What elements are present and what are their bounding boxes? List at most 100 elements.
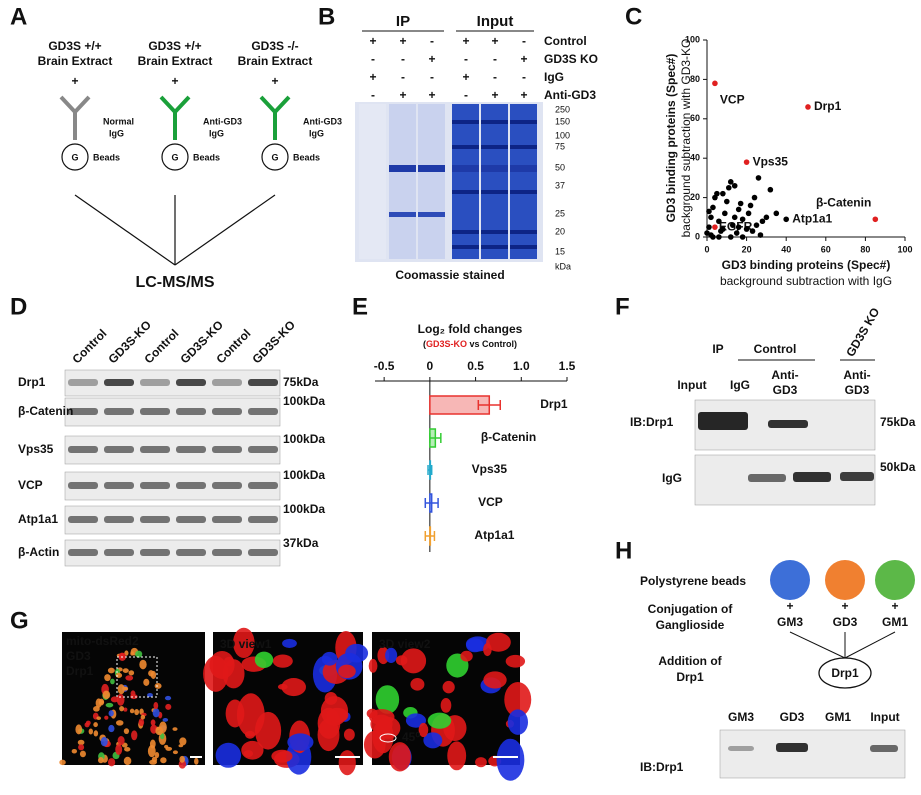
- signal: [179, 755, 185, 763]
- bead: [261, 143, 289, 171]
- signal: [241, 740, 264, 760]
- sign: -: [522, 34, 526, 48]
- x-tick-label: 1.5: [559, 359, 576, 373]
- plus: +: [841, 599, 848, 613]
- signal: [123, 728, 130, 735]
- signal: [105, 702, 114, 708]
- point: [805, 104, 811, 110]
- category-label: Atp1a1: [474, 528, 514, 542]
- signal: [59, 759, 66, 766]
- ip-label: IP: [712, 342, 723, 356]
- sign: +: [369, 70, 376, 84]
- band: [510, 120, 537, 124]
- blot: [64, 471, 281, 501]
- signal: [244, 730, 256, 739]
- sign: +: [399, 34, 406, 48]
- marker: 15: [555, 246, 565, 256]
- point: [767, 186, 774, 193]
- y-tick-label: 100: [685, 34, 700, 44]
- band: [452, 245, 479, 249]
- signal: [225, 699, 245, 728]
- lane-label: GM1: [825, 710, 851, 724]
- x-tick-label: 40: [781, 244, 791, 254]
- antibody: [59, 95, 91, 140]
- signal: [496, 738, 525, 781]
- signal: [108, 710, 114, 717]
- band: [68, 379, 98, 386]
- connector: [174, 194, 276, 266]
- band: [452, 165, 479, 172]
- band: [212, 482, 242, 489]
- point: [749, 228, 756, 234]
- signal: [375, 685, 400, 714]
- sign: -: [464, 52, 468, 66]
- lane: [452, 104, 479, 259]
- sign: -: [522, 70, 526, 84]
- extract: Brain Extract: [238, 54, 313, 68]
- point: [745, 210, 752, 217]
- group-label: Control: [754, 342, 797, 356]
- signal: [486, 632, 511, 652]
- y-tick-label: 60: [690, 113, 700, 123]
- signal: [153, 701, 159, 710]
- signal: [139, 659, 147, 670]
- blot: [64, 539, 281, 567]
- signal: [385, 647, 398, 664]
- band: [68, 408, 98, 415]
- signal: [272, 654, 293, 668]
- row-label: IgG: [544, 70, 564, 84]
- beads-label: Beads: [293, 152, 320, 162]
- chart-title: Log₂ fold changes: [418, 322, 523, 336]
- lane: [359, 104, 386, 259]
- sign: +: [462, 70, 469, 84]
- signal: [271, 749, 293, 763]
- lane-label: GD3S-KO: [249, 318, 298, 367]
- step-label: Conjugation of: [648, 602, 734, 616]
- signal: [122, 668, 129, 673]
- sign: -: [430, 70, 434, 84]
- signal: [97, 757, 104, 764]
- antibody-label: IgG: [309, 128, 324, 138]
- signal: [215, 742, 242, 768]
- signal: [475, 757, 487, 768]
- point: [727, 179, 734, 185]
- blot: [64, 369, 281, 397]
- point: [710, 234, 716, 240]
- size-label: 100kDa: [283, 468, 325, 482]
- panel-letter: F: [615, 293, 630, 320]
- signal: [107, 758, 116, 767]
- size-label: 100kDa: [283, 394, 325, 408]
- x-tick-label: 100: [897, 244, 912, 254]
- protein-label: β-Catenin: [18, 404, 73, 418]
- point: [714, 190, 720, 197]
- point-label: β-Catenin: [816, 195, 871, 209]
- sign: +: [491, 34, 498, 48]
- band: [68, 446, 98, 453]
- signal: [149, 759, 158, 765]
- signal: [460, 650, 473, 662]
- signal: [79, 750, 86, 758]
- band: [510, 230, 537, 234]
- panel-letter: E: [352, 293, 368, 320]
- signal: [194, 757, 199, 765]
- lane: [418, 104, 445, 259]
- output: LC-MS/MS: [135, 274, 214, 291]
- sign: -: [493, 52, 497, 66]
- signal: [507, 709, 529, 735]
- connector: [74, 194, 176, 266]
- marker: 37: [555, 180, 565, 190]
- band: [104, 408, 134, 415]
- signal: [118, 652, 126, 660]
- point: [773, 210, 780, 217]
- band: [452, 120, 479, 124]
- signal: [172, 750, 178, 755]
- band: [870, 745, 898, 752]
- row-label: Anti-GD3: [544, 88, 596, 102]
- point: [755, 175, 762, 181]
- signal: [236, 693, 265, 737]
- group-label: GD3S KO: [843, 305, 882, 359]
- signal: [155, 726, 164, 736]
- band: [481, 230, 508, 234]
- genotype: GD3S +/+: [48, 39, 101, 53]
- sign: +: [369, 34, 376, 48]
